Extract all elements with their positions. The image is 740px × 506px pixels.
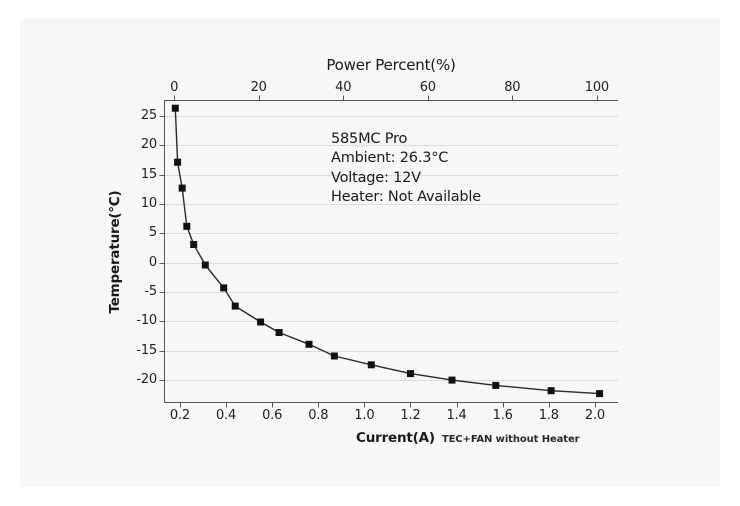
power-axis-title: Power Percent(%) xyxy=(326,56,456,74)
current-axis-tick-label: 0.4 xyxy=(215,408,237,423)
current-axis-note: TEC+FAN without Heater xyxy=(441,434,580,445)
annotation-block: 585MC Pro Ambient: 26.3°C Voltage: 12V H… xyxy=(331,130,481,207)
data-point-marker xyxy=(201,261,209,269)
plot-area xyxy=(159,95,618,408)
temperature-axis-tick-label: 25 xyxy=(140,107,157,123)
temperature-axis-tick-label: 10 xyxy=(140,195,157,211)
current-axis-tick-label: 0.2 xyxy=(169,408,190,423)
series-line xyxy=(174,108,600,395)
data-point-marker xyxy=(183,222,191,230)
temperature-axis-tick-label: 20 xyxy=(140,137,157,153)
chart-background-panel xyxy=(20,19,720,487)
temperature-axis-tick-label: -5 xyxy=(144,284,157,300)
data-point-marker xyxy=(174,158,182,166)
data-point-marker xyxy=(171,104,179,112)
power-axis-tick-label: 0 xyxy=(170,80,179,95)
data-point-marker xyxy=(220,284,228,292)
annotation-model: 585MC Pro xyxy=(331,131,408,147)
current-axis-tick-label: 2.0 xyxy=(584,408,605,423)
data-point-marker xyxy=(492,381,500,389)
data-point-marker xyxy=(367,361,375,369)
current-axis-title-group: Current(A) TEC+FAN without Heater xyxy=(356,430,580,446)
power-axis-tick-label: 60 xyxy=(419,80,436,95)
annotation-voltage: Voltage: 12V xyxy=(331,169,421,186)
current-axis-tick-label: 1.6 xyxy=(492,408,513,423)
current-axis-tick-label: 0.6 xyxy=(262,408,283,423)
temperature-axis-tick-label: 0 xyxy=(148,254,157,270)
power-axis-tick-label: 80 xyxy=(504,80,521,95)
current-axis-tick-label: 1.4 xyxy=(446,408,467,423)
data-point-marker xyxy=(190,241,198,248)
temperature-axis-tick-label: -10 xyxy=(136,313,157,329)
data-point-marker xyxy=(547,387,555,395)
data-point-marker xyxy=(257,318,265,326)
annotation-ambient: Ambient: 26.3°C xyxy=(331,150,449,167)
data-point-marker xyxy=(596,390,604,398)
power-axis-tick-label: 100 xyxy=(584,80,609,95)
current-axis-title: Current(A) xyxy=(356,430,435,446)
current-axis-tick-label: 1.0 xyxy=(354,408,375,423)
power-axis-tick-label: 20 xyxy=(250,80,267,95)
data-point-marker xyxy=(305,340,313,348)
temperature-axis-tick-label: -15 xyxy=(136,342,157,358)
power-axis-tick-label: 40 xyxy=(335,80,352,95)
current-axis-tick-label: 1.8 xyxy=(538,408,559,423)
data-point-marker xyxy=(178,184,186,192)
data-point-marker xyxy=(231,302,239,310)
annotation-heater: Heater: Not Available xyxy=(331,188,481,205)
data-point-marker xyxy=(275,329,283,336)
data-point-marker xyxy=(407,370,414,378)
temperature-axis-tick-label: 5 xyxy=(148,225,157,241)
temperature-axis-tick-label: -20 xyxy=(136,372,157,388)
data-point-marker xyxy=(330,352,338,360)
data-point-marker xyxy=(448,376,456,384)
temperature-axis-tick-label: 15 xyxy=(140,166,157,182)
current-axis-tick-label: 1.2 xyxy=(400,408,421,423)
current-axis-tick-label: 0.8 xyxy=(308,408,329,423)
